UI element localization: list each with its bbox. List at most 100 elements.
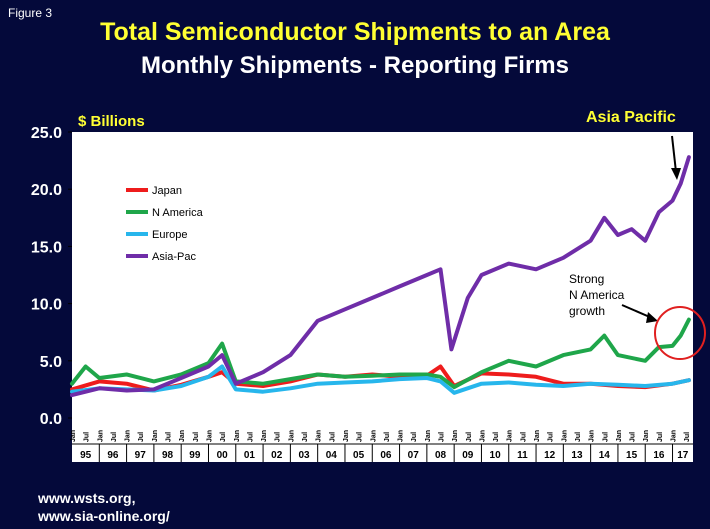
source-sia: www.sia-online.org/ [38,508,170,524]
x-month-label: Jan [534,430,541,442]
x-month-label: Jan [261,430,268,442]
y-tick-label: 0.0 [40,411,62,428]
x-month-label: Jul [384,432,391,442]
x-axis-band [72,418,693,462]
x-month-label: Jan [507,430,514,442]
x-month-label: Jul [111,432,118,442]
y-tick-label: 10.0 [31,297,62,314]
legend-label: N America [152,207,204,219]
asia-pacific-annotation: Asia Pacific [586,109,676,126]
series-line-asia-pac [70,155,691,398]
x-month-label: Jul [602,432,609,442]
x-year-label: 11 [517,450,528,461]
x-month-label: Jan [452,430,459,442]
x-year-label: 96 [107,450,119,461]
x-month-label: Jan [425,430,432,442]
x-month-label: Jan [343,430,350,442]
y-axis-label: $ Billions [78,113,145,130]
x-month-label: Jan [288,430,295,442]
x-month-label: Jan [671,430,678,442]
growth-arrowhead [646,312,658,323]
x-month-label: Jul [548,432,555,442]
source-wsts: www.wsts.org, [38,490,136,506]
x-month-label: Jan [616,430,623,442]
series-line-europe [70,364,691,395]
x-month-label: Jan [97,430,104,442]
x-year-label: 06 [380,450,392,461]
x-year-label: 97 [135,450,147,461]
annotation-growth: growth [569,304,605,318]
x-month-label: Jul [357,432,364,442]
y-tick-label: 15.0 [31,239,62,256]
y-tick-label: 5.0 [40,354,62,371]
x-month-label: Jul [411,432,418,442]
annotation-strong: Strong [569,272,604,286]
x-month-label: Jan [479,430,486,442]
x-month-label: Jul [302,432,309,442]
x-axis: 95 Jan Jul 96 Jan Jul 97 Jan Jul 98 Jan Jul 99 Jan Jul… [70,418,693,462]
y-axis: 0.0 5.0 10.0 15.0 20.0 25.0 [31,125,72,428]
x-year-label: 95 [80,450,92,461]
x-year-label: 17 [677,450,689,461]
x-year-label: 05 [353,450,365,461]
chart-subtitle: Monthly Shipments - Reporting Firms [140,52,569,79]
x-month-label: Jan [370,430,377,442]
x-year-label: 16 [653,450,665,461]
x-month-label: Jul [247,432,254,442]
x-month-label: Jul [657,432,664,442]
figure-label: Figure 3 [8,6,53,20]
legend-label: Japan [152,185,182,197]
series-line-n-america [70,317,691,390]
x-year-label: 03 [298,450,310,461]
x-month-label: Jan [589,430,596,442]
growth-arrow [621,304,653,319]
x-year-label: 99 [189,450,201,461]
x-month-label: Jan [234,430,241,442]
x-month-label: Jul [466,432,473,442]
x-year-label: 12 [544,450,556,461]
x-year-label: 01 [244,450,256,461]
y-tick-label: 20.0 [31,182,62,199]
x-year-label: 13 [571,450,583,461]
x-month-label: Jan [125,430,132,442]
x-month-label: Jan [561,430,568,442]
legend: Japan N America Europe Asia-Pac [120,176,220,268]
x-month-label: Jan [643,430,650,442]
x-year-label: 07 [408,450,420,461]
asia-pacific-arrowhead [671,168,681,180]
x-year-label: 14 [599,450,611,461]
x-year-label: 00 [217,450,229,461]
x-month-label: Jul [684,432,691,442]
x-year-label: 02 [271,450,283,461]
x-month-label: Jul [329,432,336,442]
x-month-label: Jan [316,430,323,442]
x-month-label: Jan [398,430,405,442]
x-month-label: Jul [575,432,582,442]
x-year-label: 10 [490,450,502,461]
x-month-label: Jul [166,432,173,442]
chart-title: Total Semiconductor Shipments to an Area [100,18,610,46]
asia-pacific-arrow [671,135,677,173]
series-lines [70,155,691,398]
x-month-label: Jul [220,432,227,442]
x-month-label: Jul [630,432,637,442]
legend-label: Asia-Pac [152,251,197,263]
y-tick-label: 25.0 [31,125,62,142]
x-year-label: 98 [162,450,174,461]
x-month-label: Jul [193,432,200,442]
x-month-label: Jul [275,432,282,442]
legend-label: Europe [152,229,187,241]
x-year-label: 09 [462,450,474,461]
x-month-label: Jan [152,430,159,442]
x-year-label: 04 [326,450,338,461]
x-month-label: Jan [179,430,186,442]
growth-highlight-circle [654,306,706,360]
x-month-label: Jan [70,430,77,442]
x-year-label: 15 [626,450,638,461]
x-year-label: 08 [435,450,447,461]
x-month-label: Jul [84,432,91,442]
x-month-label: Jul [520,432,527,442]
x-month-label: Jul [493,432,500,442]
annotations: Strong N America growth [569,135,706,360]
